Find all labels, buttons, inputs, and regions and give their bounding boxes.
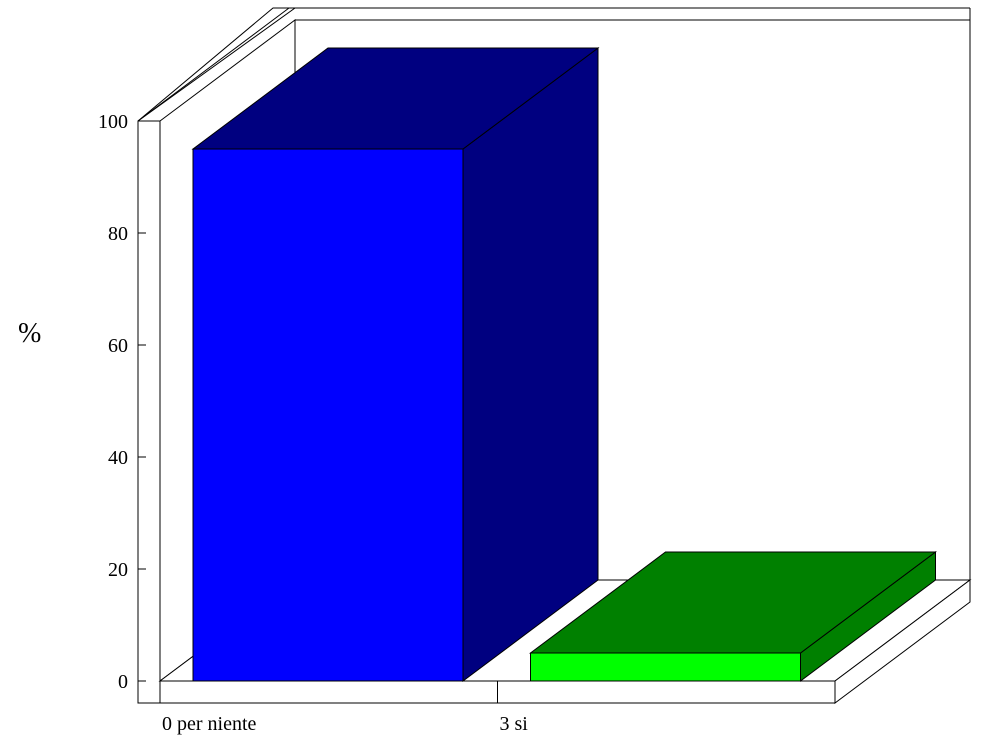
y-tick-label: 40 bbox=[108, 447, 128, 469]
bar-front bbox=[530, 652, 801, 682]
floor-side-edge bbox=[834, 579, 971, 704]
x-tick-label: 3 si bbox=[500, 713, 529, 735]
y-tick-label: 60 bbox=[108, 335, 128, 357]
bars bbox=[191, 47, 938, 682]
bar-side bbox=[462, 47, 599, 682]
y-tick-label: 80 bbox=[108, 223, 128, 245]
y-axis: 0 20 40 60 80 100 bbox=[98, 111, 146, 693]
left-wall-top-edge bbox=[137, 7, 297, 122]
y-axis-label: % bbox=[18, 318, 41, 349]
bar-1 bbox=[528, 551, 938, 682]
y-tick-label: 100 bbox=[98, 111, 128, 133]
x-tick-label: 0 per niente bbox=[162, 713, 257, 735]
left-wall-rim bbox=[137, 7, 290, 122]
bar-front bbox=[192, 148, 464, 682]
left-wall-edge bbox=[137, 120, 161, 704]
y-tick-label: 20 bbox=[108, 559, 128, 581]
x-axis-labels: 0 per niente 3 si bbox=[162, 713, 528, 735]
bar-0 bbox=[191, 47, 600, 682]
y-tick-label: 0 bbox=[118, 671, 128, 693]
